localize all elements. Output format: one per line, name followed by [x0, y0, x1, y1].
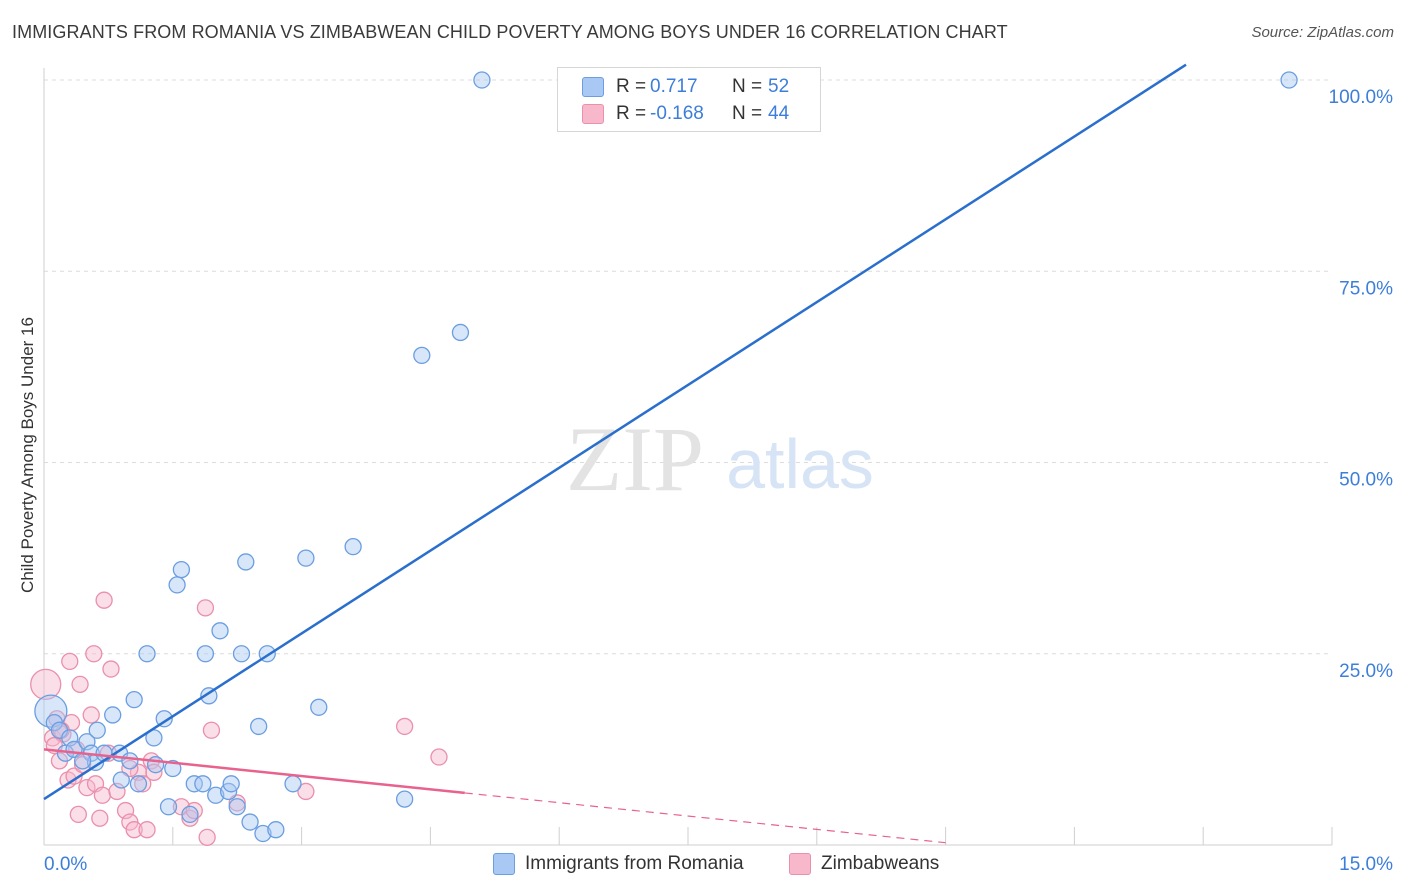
zimbabwe-point	[82, 706, 100, 724]
romania-point	[95, 744, 113, 762]
romania-point	[395, 790, 414, 808]
romania-point	[228, 798, 246, 816]
romania-point	[138, 645, 156, 663]
zimbabwe-n-value: 44	[768, 103, 790, 124]
y-tick-label: 50.0%	[1339, 470, 1393, 491]
zimbabwe-point	[430, 748, 448, 766]
romania-point	[250, 717, 268, 736]
zimbabwe-point	[228, 794, 246, 812]
zimbabwe-point	[297, 782, 315, 801]
romania-legend-swatch	[493, 853, 515, 875]
zimbabwe-point	[85, 645, 103, 663]
romania-swatch	[582, 77, 604, 97]
watermark-zip: ZIP	[566, 408, 704, 510]
y-tick-label: 25.0%	[1339, 661, 1393, 682]
romania-point	[73, 752, 92, 770]
romania-point	[129, 775, 148, 793]
romania-point	[181, 805, 199, 824]
zimbabwe-r-label: R =	[616, 103, 647, 124]
zimbabwe-point	[69, 805, 87, 824]
y-axis-label: Child Poverty Among Boys Under 16	[18, 317, 37, 593]
romania-point	[125, 691, 143, 709]
zimbabwe-r-value: -0.168	[650, 103, 704, 124]
romania-point	[473, 71, 491, 89]
romania-point	[164, 759, 182, 778]
romania-point	[196, 645, 215, 663]
romania-point	[344, 538, 362, 556]
zimbabwe-point	[73, 756, 92, 774]
trend-lines	[43, 63, 1187, 844]
romania-point	[222, 775, 240, 793]
tick-labels: 25.0% 50.0% 75.0% 100.0% 0.0% 15.0%	[44, 87, 1393, 875]
romania-point	[267, 821, 285, 839]
romania-point	[211, 622, 229, 640]
romania-r-value: 0.717	[650, 76, 698, 97]
romania-point	[284, 775, 302, 793]
zimbabwe-point	[93, 786, 112, 804]
zimbabwe-point	[71, 675, 89, 693]
zimbabwe-point	[395, 717, 414, 736]
y-tick-label: 75.0%	[1339, 278, 1393, 299]
zimbabwe-point	[65, 767, 83, 785]
romania-point	[168, 576, 186, 594]
source-credit: Source: ZipAtlas.com	[1251, 24, 1394, 41]
x-tick-label: 0.0%	[44, 854, 87, 875]
romania-r-label: R =	[616, 76, 647, 97]
correlation-legend: R = 0.717 N = 52 R = -0.168 N = 44	[557, 67, 821, 132]
zimbabwe-point	[61, 652, 79, 671]
zimbabwe-n-label: N =	[732, 103, 763, 124]
zimbabwe-point	[30, 668, 62, 700]
romania-legend-label: Immigrants from Romania	[525, 853, 744, 874]
romania-trend-line	[43, 63, 1187, 801]
romania-point	[88, 721, 106, 739]
zimbabwe-point	[91, 809, 109, 827]
zimbabwe-swatch	[582, 104, 604, 124]
zimbabwe-legend-swatch	[789, 853, 811, 875]
gridlines	[44, 79, 1332, 655]
romania-point	[194, 775, 212, 793]
romania-points	[34, 71, 1298, 843]
romania-point	[207, 786, 225, 804]
zimbabwe-point	[198, 828, 216, 846]
zimbabwe-point	[138, 821, 156, 839]
zimbabwe-point	[202, 721, 221, 739]
romania-point	[121, 752, 139, 770]
romania-point	[155, 710, 173, 728]
axes	[43, 68, 1333, 846]
zimbabwe-legend-label: Zimbabweans	[821, 853, 940, 874]
romania-point	[241, 813, 259, 831]
romania-point	[310, 698, 328, 716]
romania-point	[451, 323, 470, 342]
zimbabwe-point	[78, 778, 96, 797]
romania-point	[297, 549, 315, 567]
romania-point	[254, 824, 272, 843]
zimbabwe-point	[95, 591, 113, 609]
romania-point	[1280, 71, 1298, 89]
romania-n-value: 52	[768, 76, 790, 97]
zimbabwe-point	[134, 775, 152, 793]
romania-point	[104, 706, 122, 724]
romania-point	[232, 645, 251, 663]
zimbabwe-trend-line	[43, 748, 465, 795]
zimbabwe-point	[102, 660, 120, 678]
romania-point	[172, 560, 191, 579]
romania-n-label: N =	[732, 76, 763, 97]
chart-title: IMMIGRANTS FROM ROMANIA VS ZIMBABWEAN CH…	[12, 22, 1008, 42]
x-tick-label: 15.0%	[1339, 854, 1393, 875]
zimbabwe-trend-extension	[464, 792, 946, 844]
romania-point	[146, 756, 165, 774]
zimbabwe-point	[125, 821, 143, 839]
romania-point	[34, 694, 68, 728]
romania-point	[112, 771, 130, 789]
romania-point	[413, 346, 431, 365]
zimbabwe-point	[196, 599, 215, 617]
romania-point	[237, 553, 255, 571]
romania-point	[159, 798, 178, 816]
watermark-atlas: atlas	[726, 425, 874, 503]
y-tick-label: 100.0%	[1329, 87, 1394, 108]
